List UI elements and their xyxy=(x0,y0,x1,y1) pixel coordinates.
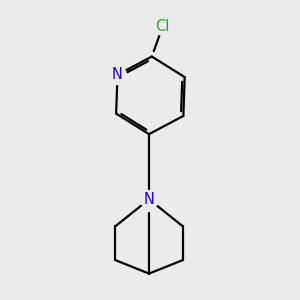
Text: N: N xyxy=(112,67,123,82)
Text: Cl: Cl xyxy=(156,19,170,34)
Text: N: N xyxy=(144,192,154,207)
